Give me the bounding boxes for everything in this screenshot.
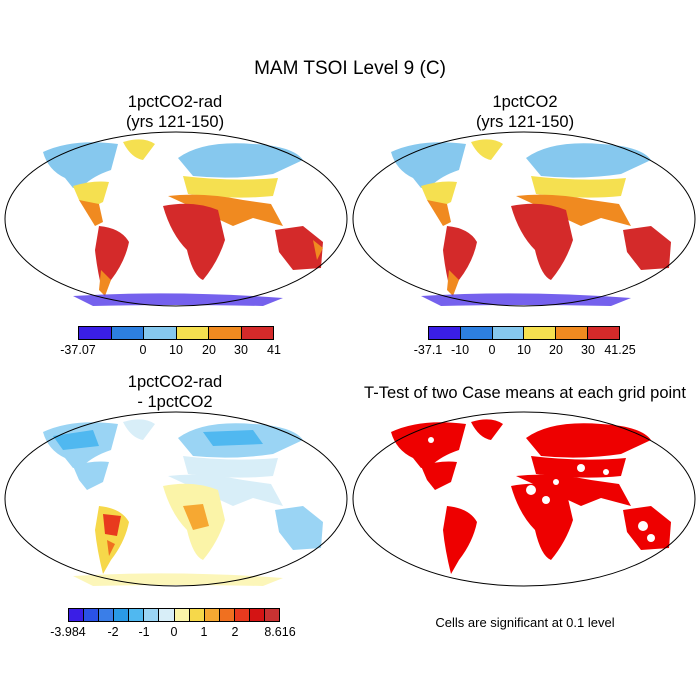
map-panel-2-border <box>352 131 696 307</box>
panel-4-title-line1: T-Test of two Case means at each grid po… <box>364 384 686 402</box>
colorbar-1-tick: 0 <box>139 343 147 357</box>
colorbar-1-box <box>241 327 273 339</box>
colorbar-2-tick: -10 <box>450 343 470 357</box>
panel-3-title-line2: - 1pctCO2 <box>137 393 213 411</box>
colorbar-2-box <box>429 327 461 339</box>
colorbar-3-box <box>99 609 115 621</box>
map-panel-3 <box>4 411 348 587</box>
colorbar-3-box <box>219 609 235 621</box>
colorbar-3-box <box>159 609 175 621</box>
colorbar-1-tick: 20 <box>202 343 216 357</box>
colorbar-3-box <box>84 609 100 621</box>
map-panel-1-land <box>43 139 323 306</box>
colorbar-3-box <box>249 609 266 621</box>
colorbar-3-ticks: -3.984 -2 -1 0 1 2 8.616 <box>50 625 295 641</box>
colorbar-1-box <box>176 327 209 339</box>
colorbar-2-tick: 20 <box>549 343 563 357</box>
colorbar-3-tick: 8.616 <box>264 625 296 639</box>
colorbar-2-box <box>524 327 557 339</box>
colorbar-1-box <box>79 327 112 339</box>
panel-4-title: T-Test of two Case means at each grid po… <box>352 383 698 403</box>
colorbar-2-box <box>588 327 619 339</box>
map-panel-4-gaps <box>428 437 655 542</box>
colorbar-1-box <box>209 327 242 339</box>
colorbar-2-ticks: -37.1 -10 0 10 20 30 41.25 <box>414 343 636 359</box>
map-panel-1-border <box>4 131 348 307</box>
colorbar-2-box <box>556 327 589 339</box>
colorbar-1-box <box>144 327 177 339</box>
map-panel-2 <box>352 131 696 307</box>
panel-1-title: 1pctCO2-rad (yrs 121-150) <box>50 92 300 132</box>
colorbar-3-tick: 0 <box>170 625 178 639</box>
colorbar-2-box <box>492 327 525 339</box>
colorbar-3-box <box>69 609 85 621</box>
colorbar-2-tick: 41.25 <box>604 343 636 357</box>
colorbar-2-tick: -37.1 <box>413 343 443 357</box>
map-panel-1 <box>4 131 348 307</box>
colorbar-3 <box>68 608 280 622</box>
colorbar-2 <box>428 326 620 340</box>
colorbar-1-tick: 41 <box>267 343 281 357</box>
colorbar-3-box <box>144 609 160 621</box>
panel-2-title: 1pctCO2 (yrs 121-150) <box>400 92 650 132</box>
colorbar-3-tick: 1 <box>200 625 208 639</box>
map-panel-3-land <box>43 419 323 586</box>
colorbar-3-box <box>114 609 130 621</box>
map-panel-2-land <box>391 139 671 306</box>
colorbar-1-ticks: -37.07 0 10 20 30 41 <box>60 343 281 359</box>
colorbar-3-box <box>234 609 250 621</box>
colorbar-3-box <box>189 609 205 621</box>
colorbar-3-box <box>129 609 145 621</box>
colorbar-2-box <box>460 327 493 339</box>
panel-2-title-line2: (yrs 121-150) <box>475 113 575 131</box>
map-panel-4-land <box>391 419 671 574</box>
colorbar-3-tick: 2 <box>231 625 239 639</box>
colorbar-3-tick: -3.984 <box>50 625 86 639</box>
significance-note: Cells are significant at 0.1 level <box>435 615 615 630</box>
map-panel-4 <box>352 411 696 587</box>
colorbar-1-box <box>111 327 144 339</box>
map-panel-4-border <box>352 411 696 587</box>
main-title: MAM TSOI Level 9 (C) <box>254 58 446 79</box>
panel-3-title: 1pctCO2-rad - 1pctCO2 <box>50 372 300 412</box>
colorbar-1-tick: -37.07 <box>60 343 96 357</box>
panel-1-title-line1: 1pctCO2-rad <box>127 93 223 111</box>
panel-3-title-line1: 1pctCO2-rad <box>127 373 223 391</box>
colorbar-2-tick: 10 <box>517 343 531 357</box>
colorbar-1 <box>78 326 274 340</box>
colorbar-3-tick: -1 <box>138 625 150 639</box>
colorbar-1-tick: 30 <box>234 343 248 357</box>
colorbar-3-box <box>204 609 220 621</box>
panel-2-title-line1: 1pctCO2 <box>492 93 558 111</box>
colorbar-2-tick: 30 <box>581 343 595 357</box>
colorbar-1-tick: 10 <box>169 343 183 357</box>
panel-1-title-line2: (yrs 121-150) <box>125 113 225 131</box>
colorbar-3-tick: -2 <box>107 625 119 639</box>
colorbar-3-box <box>174 609 190 621</box>
colorbar-3-box <box>265 609 280 621</box>
colorbar-2-tick: 0 <box>488 343 496 357</box>
map-panel-3-border <box>4 411 348 587</box>
